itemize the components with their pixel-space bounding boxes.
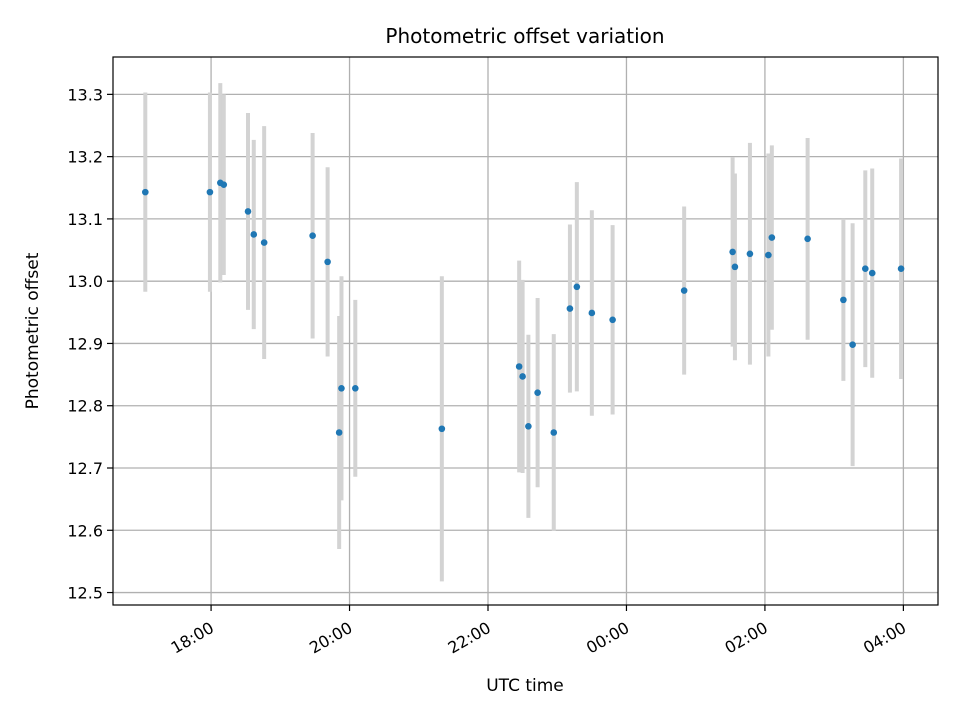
grid [113, 57, 938, 605]
data-point [352, 384, 359, 392]
y-tick-label: 13.2 [67, 148, 103, 167]
data-point [220, 181, 228, 188]
data-point [573, 283, 581, 291]
data-point [260, 239, 268, 246]
y-tick-label: 12.7 [67, 459, 103, 478]
data-point [338, 384, 345, 392]
data-point [309, 232, 316, 240]
plot-frame [112, 56, 939, 606]
data-point [768, 234, 776, 241]
data-point [868, 269, 876, 277]
data-point [840, 296, 847, 304]
data-point [849, 341, 856, 349]
y-axis-label: Photometric offset [23, 252, 43, 409]
y-axis-ticks: 12.5 12.6 12.7 12.8 12.9 13.0 13.1 13.2 13.3 [67, 85, 113, 603]
data-point [729, 248, 736, 256]
data-point [609, 316, 616, 324]
data-point [550, 429, 558, 436]
data-point [746, 250, 754, 258]
data-point [142, 188, 149, 196]
chart-title: Photometric offset variation [385, 24, 664, 48]
data-point [515, 363, 523, 370]
data-point [566, 305, 574, 312]
data-point [804, 235, 811, 243]
y-tick-label: 12.6 [67, 521, 103, 540]
data-point [534, 389, 541, 396]
data-point [588, 309, 596, 317]
y-tick-label: 12.5 [67, 584, 103, 603]
data-point [206, 188, 214, 196]
data-point [897, 265, 905, 273]
data-point [324, 258, 331, 266]
y-tick-label: 12.9 [67, 334, 103, 353]
data-point [731, 263, 739, 271]
x-axis-label: UTC time [486, 676, 564, 696]
data-point [250, 231, 258, 238]
data-points [142, 179, 905, 436]
y-tick-label: 13.0 [67, 272, 103, 291]
y-tick-label: 13.1 [67, 210, 103, 229]
y-tick-label: 12.8 [67, 397, 103, 416]
y-tick-label: 13.3 [67, 85, 103, 104]
data-point [519, 373, 526, 380]
data-point [438, 425, 446, 433]
data-point [525, 422, 532, 430]
data-point [335, 429, 343, 436]
data-point [765, 251, 772, 259]
data-point [244, 208, 252, 215]
data-point [862, 265, 869, 273]
data-point [680, 287, 688, 294]
